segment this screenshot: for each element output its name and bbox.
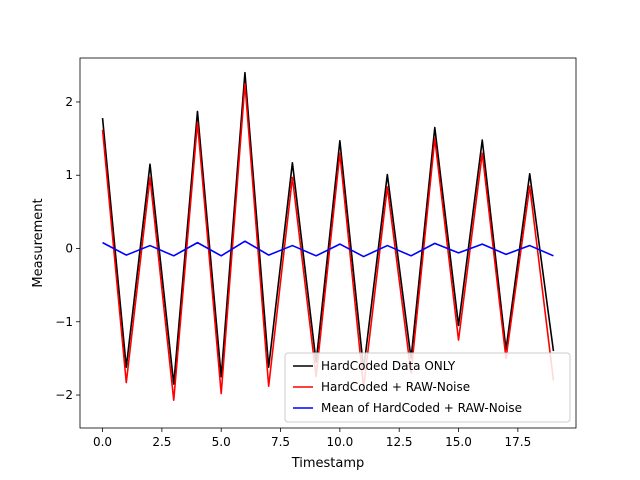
- y-tick-label: 1: [65, 168, 73, 182]
- x-tick-label: 10.0: [327, 435, 354, 449]
- legend-label-1: HardCoded Data ONLY: [321, 359, 456, 373]
- series-line-2: [101, 82, 555, 401]
- y-tick-label: 2: [65, 95, 73, 109]
- x-tick-label: 7.5: [271, 435, 290, 449]
- y-tick-label: −2: [55, 388, 73, 402]
- x-tick-label: 0.0: [93, 435, 112, 449]
- axes-frame: [79, 57, 577, 429]
- legend-label-2: HardCoded + RAW-Noise: [321, 380, 470, 394]
- y-axis-ticks: −2 −1 0 1 2: [55, 95, 80, 402]
- x-axis-ticks: 0.0 2.5 5.0 7.5 10.0 12.5 15.0 17.5: [93, 428, 531, 449]
- legend: HardCoded Data ONLY HardCoded + RAW-Noise…: [284, 352, 571, 423]
- x-axis-label: Timestamp: [291, 456, 365, 471]
- series-line-3: [102, 240, 554, 258]
- legend-box: [284, 352, 571, 423]
- x-tick-label: 15.0: [445, 435, 472, 449]
- y-axis-label: Measurement: [31, 198, 46, 287]
- x-tick-label: 5.0: [212, 435, 231, 449]
- series-layer: [101, 71, 555, 401]
- x-tick-label: 17.5: [504, 435, 531, 449]
- x-tick-label: 12.5: [386, 435, 413, 449]
- y-tick-label: −1: [55, 315, 73, 329]
- legend-label-3: Mean of HardCoded + RAW-Noise: [321, 401, 522, 415]
- series-line-1: [101, 71, 555, 385]
- x-tick-label: 2.5: [152, 435, 171, 449]
- y-tick-label: 0: [65, 241, 73, 255]
